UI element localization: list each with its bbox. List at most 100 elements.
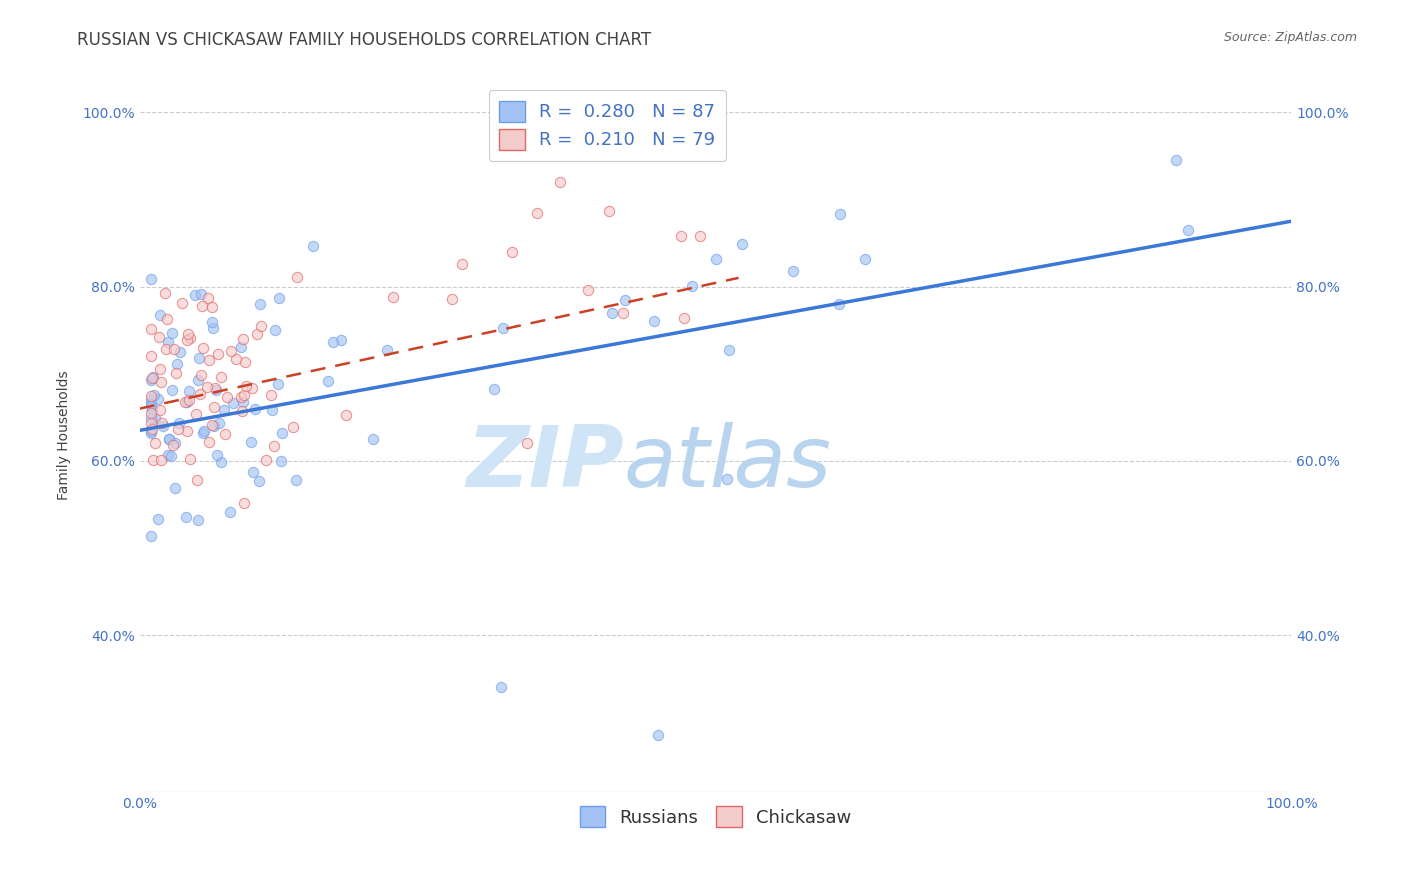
Point: [270, 454, 292, 468]
Point: [190, 286, 212, 301]
Point: [704, 252, 727, 267]
Point: [254, 453, 277, 467]
Y-axis label: Family Households: Family Households: [58, 370, 72, 500]
Point: [141, 406, 163, 420]
Point: [716, 472, 738, 486]
Point: [148, 329, 170, 343]
Point: [361, 432, 384, 446]
Point: [731, 236, 754, 251]
Point: [828, 207, 851, 221]
Point: [149, 308, 172, 322]
Point: [285, 474, 308, 488]
Point: [141, 529, 163, 543]
Point: [146, 392, 169, 406]
Point: [176, 395, 198, 409]
Point: [283, 420, 305, 434]
Point: [643, 314, 665, 328]
Point: [548, 175, 571, 189]
Point: [150, 416, 173, 430]
Point: [202, 419, 225, 434]
Point: [598, 203, 620, 218]
Point: [150, 376, 173, 390]
Point: [167, 422, 190, 436]
Point: [184, 287, 207, 301]
Point: [240, 435, 263, 450]
Point: [375, 343, 398, 358]
Point: [263, 323, 285, 337]
Point: [242, 465, 264, 479]
Point: [141, 371, 163, 385]
Point: [612, 306, 634, 320]
Point: [335, 408, 357, 422]
Point: [285, 269, 308, 284]
Point: [853, 252, 876, 267]
Point: [267, 377, 290, 392]
Point: [260, 403, 283, 417]
Point: [271, 426, 294, 441]
Point: [187, 513, 209, 527]
Point: [157, 335, 180, 350]
Point: [177, 384, 200, 398]
Point: [159, 449, 181, 463]
Point: [201, 417, 224, 432]
Point: [166, 357, 188, 371]
Point: [316, 375, 339, 389]
Point: [141, 349, 163, 363]
Point: [157, 432, 180, 446]
Point: [231, 390, 253, 404]
Point: [263, 439, 285, 453]
Point: [141, 396, 163, 410]
Point: [232, 332, 254, 346]
Point: [177, 326, 200, 341]
Point: [179, 452, 201, 467]
Text: RUSSIAN VS CHICKASAW FAMILY HOUSEHOLDS CORRELATION CHART: RUSSIAN VS CHICKASAW FAMILY HOUSEHOLDS C…: [77, 31, 651, 49]
Point: [167, 416, 190, 430]
Point: [232, 496, 254, 510]
Text: Source: ZipAtlas.com: Source: ZipAtlas.com: [1223, 31, 1357, 45]
Point: [207, 347, 229, 361]
Point: [201, 300, 224, 314]
Point: [143, 388, 166, 402]
Point: [165, 481, 187, 495]
Point: [267, 291, 290, 305]
Point: [209, 369, 232, 384]
Point: [184, 408, 207, 422]
Point: [202, 321, 225, 335]
Point: [149, 453, 172, 467]
Point: [163, 342, 186, 356]
Point: [330, 334, 353, 348]
Point: [149, 361, 172, 376]
Point: [233, 388, 256, 402]
Point: [193, 424, 215, 438]
Point: [235, 378, 257, 392]
Point: [160, 383, 183, 397]
Point: [232, 395, 254, 409]
Point: [214, 427, 236, 442]
Point: [141, 321, 163, 335]
Point: [188, 351, 211, 366]
Point: [516, 436, 538, 450]
Point: [155, 285, 177, 300]
Point: [673, 310, 696, 325]
Point: [260, 388, 283, 402]
Point: [141, 272, 163, 286]
Point: [482, 382, 505, 396]
Point: [501, 244, 523, 259]
Point: [1177, 223, 1199, 237]
Point: [243, 401, 266, 416]
Point: [209, 455, 232, 469]
Point: [198, 353, 221, 368]
Point: [451, 257, 474, 271]
Point: [205, 383, 228, 397]
Point: [382, 290, 405, 304]
Point: [141, 392, 163, 406]
Point: [157, 432, 180, 446]
Point: [179, 393, 201, 408]
Point: [225, 351, 247, 366]
Point: [190, 368, 212, 382]
Point: [222, 396, 245, 410]
Point: [162, 438, 184, 452]
Point: [576, 283, 599, 297]
Point: [249, 318, 271, 333]
Point: [669, 228, 692, 243]
